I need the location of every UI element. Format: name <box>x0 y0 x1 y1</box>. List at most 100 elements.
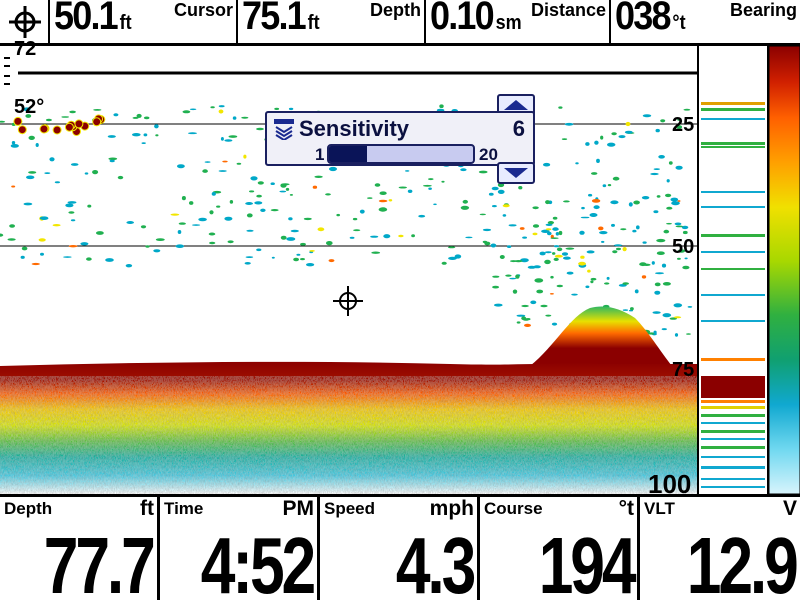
sonar-return <box>132 133 141 137</box>
sonar-return <box>236 162 242 165</box>
sonar-return <box>656 251 665 255</box>
sonar-return <box>290 229 299 233</box>
data-box-label: Depth <box>4 499 53 518</box>
data-box-value: 77.7 <box>44 521 156 600</box>
depth-scale-75: 75 <box>672 359 695 381</box>
sonar-return <box>93 109 102 111</box>
sonar-return <box>494 303 503 307</box>
sonar-return <box>579 230 585 235</box>
sonar-return <box>178 222 186 225</box>
sonar-return <box>454 254 462 259</box>
sonar-return <box>38 238 46 242</box>
sonar-return <box>662 282 671 286</box>
sonar-return <box>25 114 32 118</box>
sonar-return <box>599 231 608 235</box>
sonar-return <box>585 285 590 289</box>
sonar-return <box>620 228 627 231</box>
strip-bar <box>701 406 765 409</box>
sonar-return <box>70 163 79 166</box>
sonar-return <box>11 141 16 145</box>
sonar-return <box>676 125 683 129</box>
sonar-return <box>482 240 488 244</box>
sonar-return <box>227 240 234 244</box>
sonar-return <box>155 238 165 242</box>
sonar-return <box>428 187 432 190</box>
sonar-return <box>622 247 627 252</box>
sensitivity-title: Sensitivity <box>299 116 410 141</box>
sonar-return <box>607 142 616 147</box>
sonar-return <box>84 172 89 175</box>
sonar-cursor[interactable] <box>333 286 363 321</box>
depth-scale-50: 50 <box>672 236 695 258</box>
sonar-return <box>69 110 76 114</box>
sonar-return <box>23 107 31 112</box>
sonar-return <box>661 263 667 268</box>
sonar-return <box>0 120 6 123</box>
sonar-return <box>54 181 61 184</box>
sonar-return <box>549 293 554 295</box>
sonar-return <box>532 206 539 210</box>
sonar-return <box>306 263 315 267</box>
sonar-return <box>202 169 208 173</box>
sonar-return <box>222 160 228 163</box>
sonar-return <box>647 332 656 335</box>
sonar-return <box>359 209 365 214</box>
sonar-return <box>516 314 526 317</box>
fish-arch <box>92 117 102 127</box>
sonar-return <box>198 217 207 222</box>
sonar-return <box>216 205 221 208</box>
sonar-return <box>154 124 159 129</box>
sonar-return <box>654 282 661 287</box>
voltage-data-box: VLT V 12.9 <box>640 497 800 600</box>
sensitivity-min: 1 <box>315 145 325 164</box>
sonar-return <box>682 230 688 235</box>
sonar-return <box>545 200 550 205</box>
sonar-return <box>588 193 593 197</box>
sonar-return <box>460 168 467 172</box>
sonar-return <box>541 229 550 233</box>
sonar-return <box>61 116 70 118</box>
sonar-return <box>177 230 182 234</box>
sonar-return <box>257 181 264 185</box>
sonar-return <box>612 176 620 181</box>
data-box-value: 4:52 <box>200 521 317 600</box>
sonar-return <box>547 231 552 236</box>
sensitivity-dialog[interactable]: Sensitivity 6 1 20 <box>265 111 535 166</box>
sonar-return <box>653 210 659 214</box>
sonar-return <box>591 172 598 175</box>
sonar-return <box>586 250 595 254</box>
sonar-return <box>675 225 683 228</box>
sonar-return <box>521 316 527 321</box>
sensitivity-slider[interactable] <box>327 144 475 164</box>
sonar-return <box>353 229 361 232</box>
sensitivity-up-button[interactable] <box>497 94 535 116</box>
sonar-return <box>677 257 681 260</box>
sonar-return <box>556 247 563 252</box>
sonar-return <box>566 271 574 275</box>
sonar-return <box>317 227 325 232</box>
sonar-return <box>270 182 275 185</box>
cursor-mode-button[interactable] <box>0 0 50 44</box>
sonar-return <box>109 159 115 163</box>
sonar-return <box>613 244 623 247</box>
sonar-return <box>666 222 672 225</box>
sonar-return <box>326 241 333 246</box>
sonar-return <box>611 223 615 227</box>
sonar-return <box>550 237 559 239</box>
sonar-return <box>245 202 254 205</box>
distance-readout: 0.10 sm Distance <box>428 0 611 44</box>
sonar-return <box>544 251 552 254</box>
sonar-return <box>228 135 238 138</box>
sonar-return <box>677 249 686 253</box>
sonar-return <box>300 258 305 261</box>
sonar-return <box>552 216 558 220</box>
data-box-label: Time <box>164 499 204 518</box>
sensitivity-down-button[interactable] <box>497 162 535 184</box>
sonar-return <box>674 333 679 337</box>
strip-bar <box>701 478 765 480</box>
sonar-return <box>136 113 142 118</box>
sonar-return <box>641 196 650 200</box>
sonar-return <box>622 309 629 311</box>
sonar-view[interactable]: 72 52° 25 50 75 100 <box>0 38 697 499</box>
sonar-return <box>519 227 525 230</box>
